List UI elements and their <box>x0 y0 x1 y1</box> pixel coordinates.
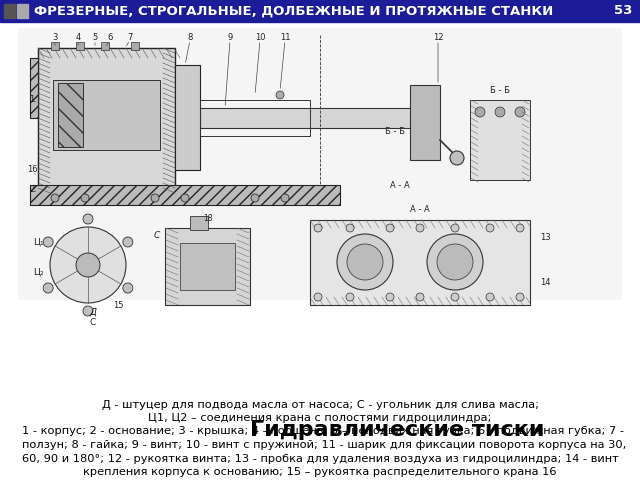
Circle shape <box>416 224 424 232</box>
Bar <box>101 42 109 50</box>
Circle shape <box>386 293 394 301</box>
Circle shape <box>486 293 494 301</box>
Bar <box>165 228 250 305</box>
Bar <box>17 4 28 18</box>
Text: Ц₁: Ц₁ <box>33 238 44 247</box>
Text: 1: 1 <box>29 96 35 105</box>
Circle shape <box>81 194 89 202</box>
Text: 14: 14 <box>540 278 550 287</box>
Circle shape <box>347 244 383 280</box>
Circle shape <box>51 194 59 202</box>
Bar <box>175 65 200 170</box>
Circle shape <box>475 107 485 117</box>
Bar <box>180 243 235 290</box>
Text: Б - Б: Б - Б <box>385 128 405 136</box>
Text: ползун; 8 - гайка; 9 - винт; 10 - винт с пружиной; 11 - шарик для фиксации повор: ползун; 8 - гайка; 9 - винт; 10 - винт с… <box>22 440 627 450</box>
Bar <box>410 85 440 160</box>
Bar <box>30 185 340 205</box>
Circle shape <box>427 234 483 290</box>
Circle shape <box>451 224 459 232</box>
Circle shape <box>43 283 53 293</box>
Text: Ц₂: Ц₂ <box>33 268 44 277</box>
Text: А - А: А - А <box>390 180 410 190</box>
Bar <box>200 108 420 128</box>
Circle shape <box>281 194 289 202</box>
Circle shape <box>450 151 464 165</box>
Bar <box>53 80 160 150</box>
Text: С: С <box>90 318 96 327</box>
Circle shape <box>337 234 393 290</box>
Text: Б - Б: Б - Б <box>490 86 510 95</box>
Text: 3: 3 <box>52 33 58 41</box>
Circle shape <box>251 194 259 202</box>
Circle shape <box>276 91 284 99</box>
Text: 53: 53 <box>614 4 632 17</box>
Text: Ц1, Ц2 – соединения крана с полостями гидроцилиндра;: Ц1, Ц2 – соединения крана с полостями ги… <box>148 413 492 423</box>
Text: 2: 2 <box>29 185 35 194</box>
Circle shape <box>346 293 354 301</box>
Text: 11: 11 <box>280 33 291 41</box>
Text: Гидравлические тиски: Гидравлические тиски <box>250 420 544 440</box>
Bar <box>0 0 640 22</box>
Bar <box>76 42 84 50</box>
Text: 10: 10 <box>255 33 265 41</box>
Text: 15: 15 <box>113 301 124 310</box>
Text: 13: 13 <box>540 233 550 242</box>
Bar <box>4 4 15 18</box>
Text: 8: 8 <box>188 33 193 41</box>
Text: А - А: А - А <box>410 205 430 214</box>
Text: 7: 7 <box>127 33 132 41</box>
Text: 60, 90 и 180°; 12 - рукоятка винта; 13 - пробка для удаления воздуха из гидроцил: 60, 90 и 180°; 12 - рукоятка винта; 13 -… <box>22 454 619 464</box>
Bar <box>131 42 139 50</box>
Text: 18: 18 <box>203 214 212 223</box>
Circle shape <box>495 107 505 117</box>
Bar <box>58 83 83 147</box>
Circle shape <box>83 306 93 316</box>
Text: 12: 12 <box>433 33 444 41</box>
Circle shape <box>516 224 524 232</box>
Circle shape <box>416 293 424 301</box>
Circle shape <box>515 107 525 117</box>
Circle shape <box>516 293 524 301</box>
Circle shape <box>123 237 133 247</box>
Text: 5: 5 <box>92 33 98 41</box>
Text: 9: 9 <box>227 33 232 41</box>
Bar <box>30 58 38 118</box>
Circle shape <box>314 224 322 232</box>
Bar <box>38 48 175 190</box>
Text: С: С <box>154 231 160 240</box>
Text: Д: Д <box>90 308 97 317</box>
Text: 16: 16 <box>27 166 37 175</box>
Bar <box>470 100 530 180</box>
Bar <box>200 100 310 136</box>
Circle shape <box>314 293 322 301</box>
Circle shape <box>43 237 53 247</box>
Circle shape <box>386 224 394 232</box>
Circle shape <box>83 214 93 224</box>
Text: 6: 6 <box>108 33 113 41</box>
Circle shape <box>181 194 189 202</box>
Circle shape <box>151 194 159 202</box>
Circle shape <box>486 224 494 232</box>
Circle shape <box>123 283 133 293</box>
Circle shape <box>346 224 354 232</box>
Bar <box>310 220 530 305</box>
Text: ФРЕЗЕРНЫЕ, СТРОГАЛЬНЫЕ, ДОЛБЕЖНЫЕ И ПРОТЯЖНЫЕ СТАНКИ: ФРЕЗЕРНЫЕ, СТРОГАЛЬНЫЕ, ДОЛБЕЖНЫЕ И ПРОТ… <box>34 4 553 17</box>
Text: Д - штуцер для подвода масла от насоса; С - угольник для слива масла;: Д - штуцер для подвода масла от насоса; … <box>102 399 538 409</box>
Text: крепления корпуса к основанию; 15 – рукоятка распределительного крана 16: крепления корпуса к основанию; 15 – руко… <box>83 467 557 477</box>
Circle shape <box>50 227 126 303</box>
Bar <box>190 216 208 230</box>
Circle shape <box>451 293 459 301</box>
Circle shape <box>437 244 473 280</box>
Bar <box>51 42 59 50</box>
Bar <box>18 28 622 300</box>
Circle shape <box>76 253 100 277</box>
Text: 4: 4 <box>76 33 81 41</box>
Text: 1 - корпус; 2 - основание; 3 - крышка; 4 - поршень; 5 – неподвижная губка; 6 - п: 1 - корпус; 2 - основание; 3 - крышка; 4… <box>22 427 624 436</box>
